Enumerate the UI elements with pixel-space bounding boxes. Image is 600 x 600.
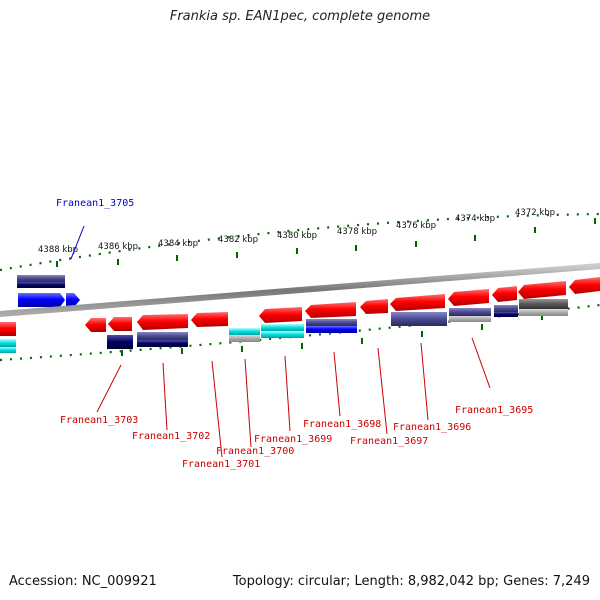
annotation-features (0, 299, 568, 353)
gene-label[interactable]: Franean1_3703 (60, 415, 138, 426)
gene-feature[interactable] (449, 308, 491, 316)
label-leader-lines (70, 225, 491, 458)
gene-feature[interactable] (137, 332, 188, 340)
gene-feature[interactable] (261, 324, 304, 331)
map-title: Frankia sp. EAN1pec, complete genome (169, 9, 431, 24)
scale-tick-labels: 4388 kbp 4386 kbp 4384 kbp 4382 kbp 4380… (38, 208, 555, 255)
gene-feature[interactable] (494, 312, 518, 317)
tick-label: 4384 kbp (158, 239, 198, 249)
tick-label: 4378 kbp (337, 227, 377, 237)
gene-feature[interactable] (191, 312, 228, 327)
inner-major-ticks (121, 314, 543, 356)
gene-label[interactable]: Franean1_3699 (254, 434, 332, 445)
gene-label[interactable]: Franean1_3697 (350, 436, 428, 447)
gene-label[interactable]: Franean1_3698 (303, 419, 381, 430)
gene-label[interactable]: Franean1_3702 (132, 431, 210, 442)
gene-feature[interactable] (391, 312, 447, 326)
gene-feature[interactable] (519, 299, 568, 309)
gene-feature[interactable] (449, 316, 491, 322)
gene-feature[interactable] (0, 339, 16, 347)
tick-label: 4374 kbp (455, 214, 495, 224)
gene-feature[interactable] (137, 314, 188, 330)
topology-text: Topology: circular; Length: 8,982,042 bp… (232, 574, 590, 589)
gene-feature[interactable] (569, 277, 600, 294)
reverse-strand-features (0, 277, 600, 336)
gene-feature[interactable] (108, 317, 132, 331)
gene-feature[interactable] (66, 293, 80, 307)
gene-feature[interactable] (305, 302, 356, 318)
gene-feature[interactable] (229, 335, 260, 342)
gene-feature[interactable] (306, 326, 357, 333)
genome-backbone (0, 263, 600, 317)
tick-label: 4386 kbp (98, 242, 138, 252)
tick-label: 4372 kbp (515, 208, 555, 218)
gene-feature[interactable] (85, 318, 106, 332)
gene-feature[interactable] (448, 289, 489, 306)
gene-labels: Franean1_3705 Franean1_3703 Franean1_370… (56, 198, 533, 470)
gene-feature[interactable] (360, 299, 388, 314)
gene-label[interactable]: Franean1_3701 (182, 459, 260, 470)
gene-label[interactable]: Franean1_3705 (56, 198, 134, 209)
tick-label: 4380 kbp (277, 231, 317, 241)
gene-feature[interactable] (261, 331, 304, 338)
gene-feature[interactable] (137, 340, 188, 347)
gene-feature[interactable] (0, 347, 16, 353)
gene-feature[interactable] (519, 309, 568, 316)
gene-label[interactable]: Franean1_3700 (216, 446, 294, 457)
gene-feature[interactable] (518, 281, 566, 299)
gene-feature[interactable] (17, 275, 65, 282)
tick-label: 4376 kbp (396, 221, 436, 231)
tick-label: 4382 kbp (218, 235, 258, 245)
gene-feature[interactable] (492, 286, 517, 302)
gene-feature[interactable] (390, 294, 445, 311)
tick-label: 4388 kbp (38, 245, 78, 255)
gene-label[interactable]: Franean1_3695 (455, 405, 533, 416)
outer-scale-arc (0, 212, 600, 272)
gene-feature[interactable] (306, 319, 357, 326)
outer-major-ticks (56, 218, 596, 267)
gene-feature[interactable] (107, 335, 133, 349)
gene-feature[interactable] (229, 328, 260, 335)
forward-strand-features (17, 275, 80, 307)
gene-feature[interactable] (18, 293, 65, 307)
gene-feature[interactable] (17, 282, 65, 288)
accession-text: Accession: NC_009921 (9, 574, 157, 589)
gene-feature[interactable] (0, 322, 16, 336)
gene-label[interactable]: Franean1_3696 (393, 422, 471, 433)
gene-feature[interactable] (259, 307, 302, 323)
gene-feature[interactable] (494, 305, 518, 312)
